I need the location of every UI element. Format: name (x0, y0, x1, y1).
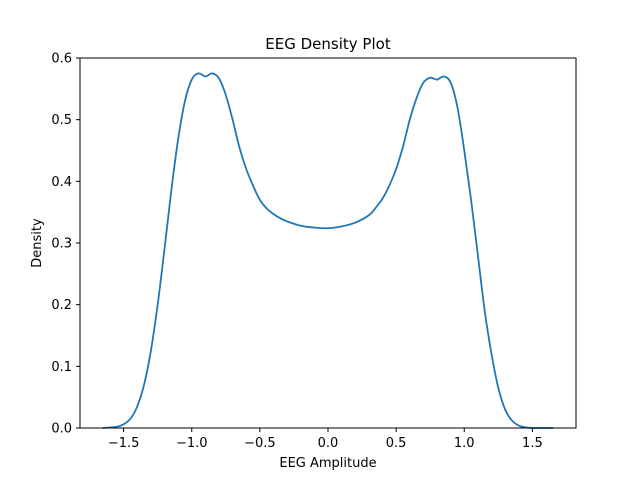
x-tick-label: −1.0 (176, 436, 208, 451)
plot-area-frame (79, 57, 577, 429)
x-tick-label: 1.0 (454, 436, 475, 451)
y-tick-label: 0.5 (51, 113, 72, 128)
x-axis-label: EEG Amplitude (279, 456, 376, 471)
y-axis-label: Density (30, 218, 45, 268)
chart-title: EEG Density Plot (265, 35, 391, 53)
x-tick-label: 1.5 (522, 436, 543, 451)
x-tick-label: −1.5 (108, 436, 140, 451)
x-tick-label: 0.0 (318, 436, 339, 451)
x-axis-ticks: −1.5 −1.0 −0.5 0.0 0.5 1.0 1.5 (108, 428, 543, 451)
density-curve (102, 72, 554, 429)
y-tick-label: 0.6 (51, 52, 72, 67)
y-tick-label: 0.1 (51, 360, 72, 375)
y-tick-label: 0.3 (51, 237, 72, 252)
y-axis-ticks: 0.0 0.1 0.2 0.3 0.4 0.5 0.6 (51, 52, 80, 437)
x-tick-label: 0.5 (386, 436, 407, 451)
x-tick-label: −0.5 (244, 436, 276, 451)
y-tick-label: 0.0 (51, 422, 72, 437)
y-tick-label: 0.2 (51, 298, 72, 313)
y-tick-label: 0.4 (51, 175, 72, 190)
